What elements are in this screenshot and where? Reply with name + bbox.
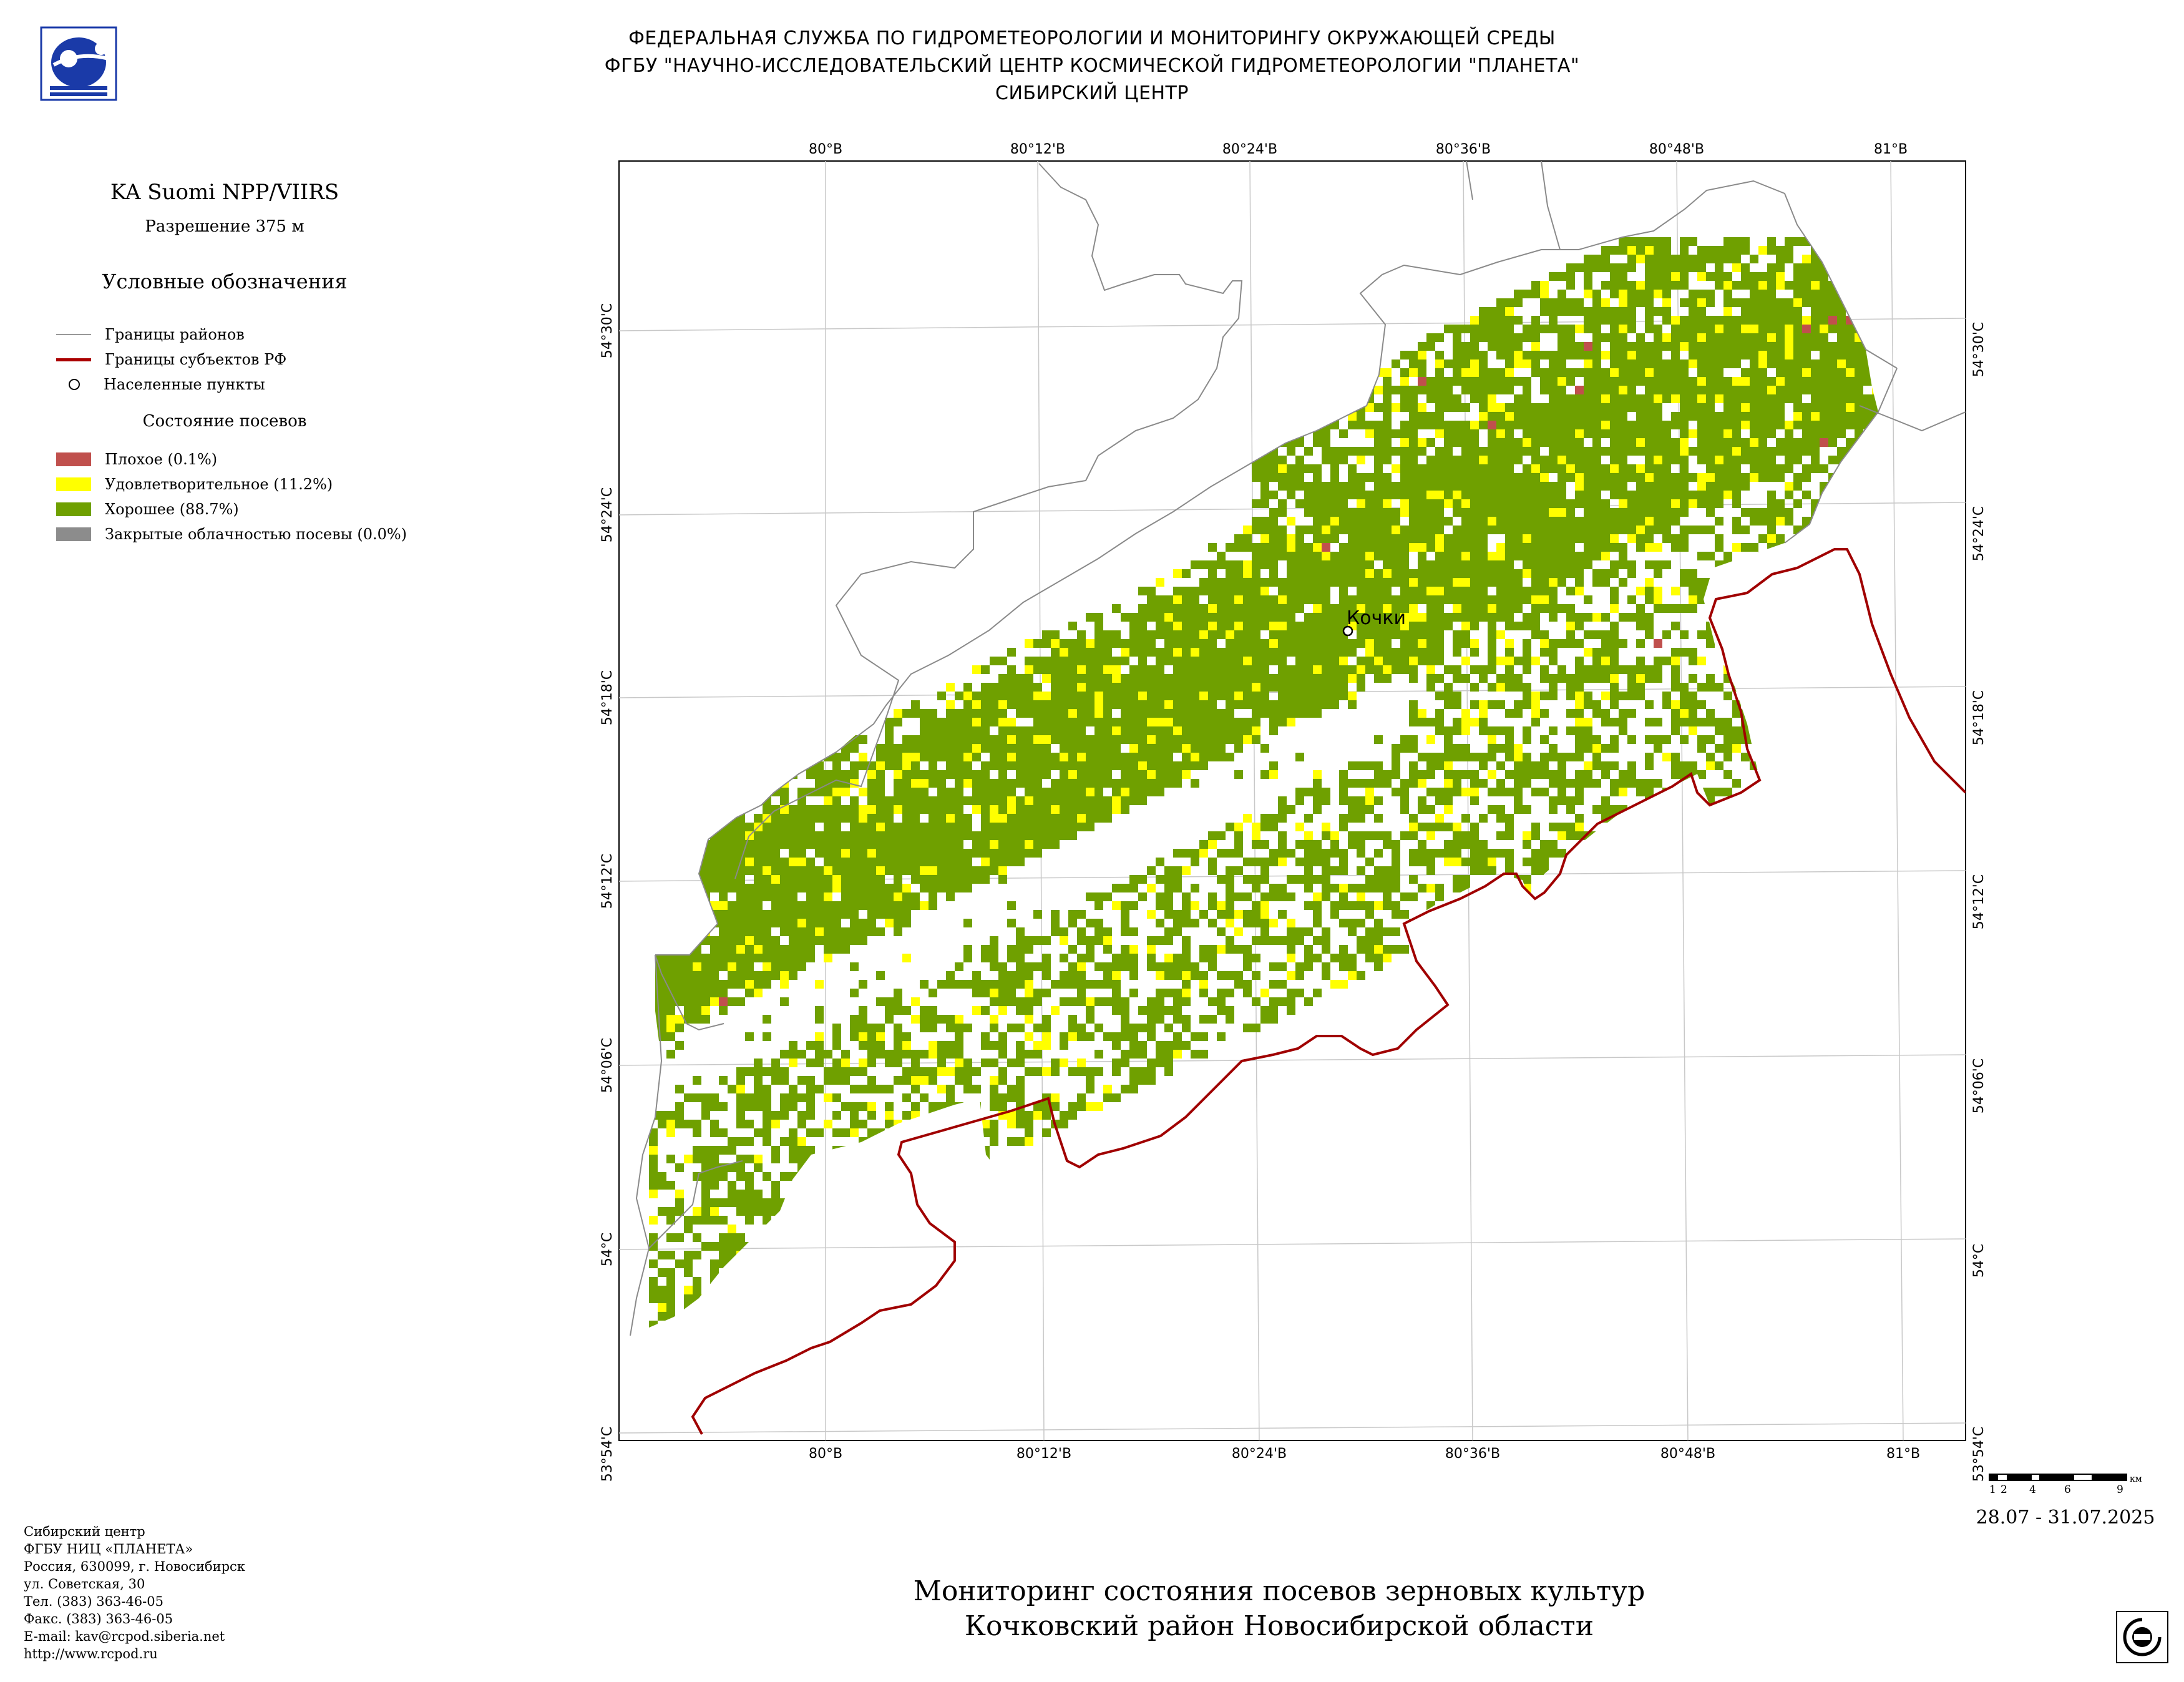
right-lat-label: 54°18'С — [1971, 690, 1987, 745]
contacts-block: Сибирский центр ФГБУ НИЦ «ПЛАНЕТА» Росси… — [24, 1523, 245, 1663]
cloud-swatch — [56, 527, 91, 541]
planeta-logo — [40, 26, 117, 101]
left-lat-label: 54°12'С — [600, 854, 615, 909]
bottom-lon-label: 81°В — [1886, 1446, 1920, 1462]
settlement-circle-icon — [69, 379, 80, 390]
satisfactory-swatch — [56, 477, 91, 491]
satellite-name: KA Suomi NPP/VIIRS — [110, 180, 339, 205]
map-title-line-2: Кочковский район Новосибирской области — [964, 1610, 1594, 1642]
contact-line: Факс. (383) 363-46-05 — [24, 1611, 173, 1626]
top-lon-label: 80°36'В — [1436, 142, 1491, 157]
subject-border — [691, 548, 1966, 1435]
legend-title: Условные обозначения — [102, 270, 348, 293]
left-lat-label: 53°54'С — [600, 1427, 615, 1482]
settlement-kochki-label: Кочки — [1347, 607, 1406, 629]
bottom-lon-label: 80°12'В — [1016, 1446, 1071, 1462]
contact-line: Тел. (383) 363-46-05 — [24, 1594, 163, 1609]
resolution: Разрешение 375 м — [145, 217, 305, 236]
scale-bar: 1 2 4 6 9 км — [1989, 1474, 2142, 1496]
contact-line: http://www.rcpod.ru — [24, 1646, 158, 1661]
contact-line: ФГБУ НИЦ «ПЛАНЕТА» — [24, 1542, 193, 1557]
good-swatch — [56, 502, 91, 516]
left-lat-label: 54°06'С — [600, 1038, 615, 1093]
poor-swatch — [56, 452, 91, 466]
contact-line: Россия, 630099, г. Новосибирск — [24, 1559, 245, 1574]
legend-good: Хорошее (88.7%) — [56, 500, 239, 519]
district-border-line — [56, 334, 91, 335]
contact-line: Сибирский центр — [24, 1524, 145, 1539]
bottom-lon-label: 80°24'В — [1232, 1446, 1287, 1462]
scale-number: 9 — [2117, 1484, 2123, 1496]
top-lon-label: 80°24'В — [1222, 142, 1277, 157]
legend-poor: Плохое (0.1%) — [56, 450, 217, 469]
left-lat-label: 54°24'С — [600, 487, 615, 542]
top-lon-label: 80°12'В — [1010, 142, 1065, 157]
top-lon-label: 80°В — [809, 142, 842, 157]
top-lon-label: 80°48'В — [1649, 142, 1704, 157]
crop-state-title: Состояние посевов — [142, 412, 307, 431]
contact-line: E-mail: kav@rcpod.siberia.net — [24, 1629, 225, 1644]
bottom-lon-label: 80°48'В — [1660, 1446, 1715, 1462]
left-lat-label: 54°18'С — [600, 670, 615, 725]
left-lat-label: 54°С — [600, 1233, 615, 1266]
legend-cloud: Закрытые облачностью посевы (0.0%) — [56, 525, 407, 544]
header-line-1: ФЕДЕРАЛЬНАЯ СЛУЖБА ПО ГИДРОМЕТЕОРОЛОГИИ … — [628, 27, 1556, 49]
subject-border-line — [56, 358, 91, 361]
district-borders — [630, 161, 1966, 1336]
scale-number: 1 — [1989, 1484, 1996, 1496]
header-line-2: ФГБУ "НАУЧНО-ИССЛЕДОВАТЕЛЬСКИЙ ЦЕНТР КОС… — [604, 55, 1580, 77]
right-lat-label: 54°С — [1971, 1244, 1987, 1278]
bottom-lon-label: 80°В — [809, 1446, 842, 1462]
right-lat-label: 54°06'С — [1971, 1059, 1987, 1113]
scale-number: 4 — [2029, 1484, 2036, 1496]
scale-unit: км — [2130, 1474, 2142, 1484]
top-lon-label: 81°В — [1874, 142, 1908, 157]
legend-satisfactory: Удовлетворительное (11.2%) — [56, 475, 333, 494]
contact-line: ул. Советская, 30 — [24, 1577, 145, 1592]
legend-subject-borders: Границы субъектов РФ — [56, 350, 286, 369]
iso-certification-icon — [2116, 1611, 2168, 1663]
scale-number: 2 — [2001, 1484, 2007, 1496]
right-lat-label: 53°54'С — [1971, 1427, 1987, 1482]
header-line-3: СИБИРСКИЙ ЦЕНТР — [995, 82, 1189, 104]
legend-settlements: Населенные пункты — [56, 375, 265, 394]
map-title-line-1: Мониторинг состояния посевов зерновых ку… — [913, 1575, 1645, 1607]
legend-district-borders: Границы районов — [56, 325, 245, 344]
bottom-lon-label: 80°36'В — [1445, 1446, 1500, 1462]
settlement-kochki-marker — [1342, 625, 1353, 637]
right-lat-label: 54°30'С — [1971, 322, 1987, 377]
right-lat-label: 54°12'С — [1971, 874, 1987, 929]
left-lat-label: 54°30'С — [600, 303, 615, 358]
scale-number: 6 — [2064, 1484, 2071, 1496]
date-range: 28.07 - 31.07.2025 — [1976, 1507, 2155, 1528]
right-lat-label: 54°24'С — [1971, 506, 1987, 561]
